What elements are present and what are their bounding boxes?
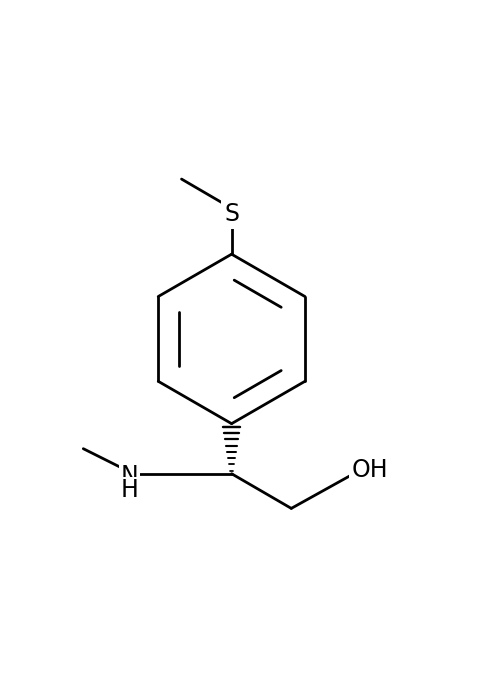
Text: N: N <box>121 464 138 488</box>
Text: S: S <box>224 202 239 226</box>
Text: H: H <box>121 478 139 502</box>
Text: OH: OH <box>352 458 389 482</box>
